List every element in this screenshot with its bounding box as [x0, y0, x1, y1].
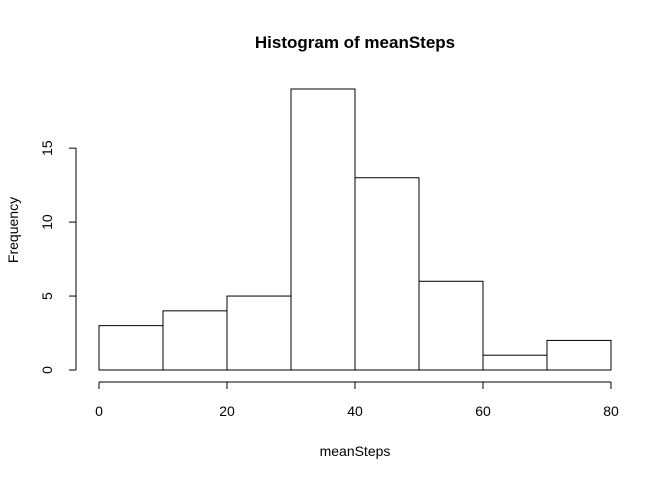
histogram-bar-0: [98, 325, 164, 371]
x-tick-label-4: 80: [603, 403, 619, 419]
y-axis: 0 5 10 15: [39, 140, 77, 374]
y-tick-label-3: 15: [39, 140, 55, 156]
x-axis-label: meanSteps: [320, 443, 391, 459]
chart-title: Histogram of meanSteps: [255, 33, 455, 52]
x-tick-label-3: 60: [475, 403, 491, 419]
histogram-bar-6: [482, 354, 548, 371]
histogram-bar-2: [226, 295, 292, 371]
x-tick-label-0: 0: [95, 403, 103, 419]
y-tick-label-0: 0: [39, 366, 55, 374]
histogram-bar-5: [418, 280, 484, 371]
y-tick-label-2: 10: [39, 214, 55, 230]
histogram-bar-1: [162, 310, 228, 371]
histogram-bar-3: [290, 88, 356, 371]
histogram-bar-7: [546, 339, 612, 371]
bars-group: [98, 88, 612, 371]
y-axis-label: Frequency: [5, 197, 21, 263]
x-axis: 0 20 40 60 80: [95, 381, 619, 419]
histogram-bar-4: [354, 177, 420, 371]
x-tick-label-2: 40: [347, 403, 363, 419]
y-tick-label-1: 5: [39, 292, 55, 300]
x-tick-label-1: 20: [219, 403, 235, 419]
